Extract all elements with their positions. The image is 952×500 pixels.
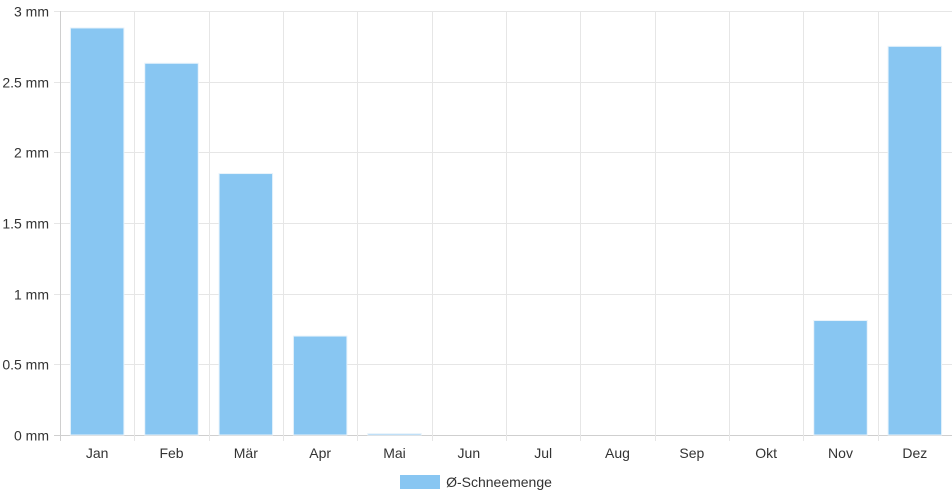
legend-label: Ø-Schneemenge xyxy=(446,474,552,490)
y-axis-tick-labels: 0 mm 0.5 mm 1 mm 1.5 mm 2 mm 2.5 mm 3 mm xyxy=(2,4,49,444)
x-tick-label: Nov xyxy=(828,445,853,461)
legend[interactable]: Ø-Schneemenge xyxy=(0,472,952,492)
x-tick-label: Aug xyxy=(605,445,630,461)
y-tick-label: 0.5 mm xyxy=(2,357,49,373)
y-tick-label: 1.5 mm xyxy=(2,216,49,232)
bars xyxy=(69,27,943,436)
bar-nov xyxy=(813,320,868,436)
bar-mär xyxy=(218,173,274,436)
y-tick-label: 1 mm xyxy=(14,287,49,303)
y-tick-label: 2 mm xyxy=(14,145,49,161)
y-tick-label: 2.5 mm xyxy=(2,75,49,91)
x-tick-label: Sep xyxy=(679,445,704,461)
x-tick-label: Mai xyxy=(383,445,406,461)
snow-chart: 0 mm 0.5 mm 1 mm 1.5 mm 2 mm 2.5 mm 3 mm Jan Fe… xyxy=(2,4,952,461)
legend-swatch xyxy=(400,475,441,489)
bar-apr xyxy=(292,335,348,436)
x-tick-label: Mär xyxy=(234,445,258,461)
x-axis-tick-labels: Jan Feb Mär Apr Mai Jun Jul Aug Sep Okt Nov Dez xyxy=(86,445,927,461)
y-tick-label: 3 mm xyxy=(14,4,49,20)
bar-jan xyxy=(69,27,125,436)
grid-lines xyxy=(54,11,952,441)
bar-mai xyxy=(367,433,422,436)
x-tick-label: Okt xyxy=(755,445,777,461)
x-tick-label: Jan xyxy=(86,445,109,461)
x-tick-label: Apr xyxy=(309,445,331,461)
y-tick-label: 0 mm xyxy=(14,428,49,444)
x-tick-label: Feb xyxy=(159,445,183,461)
bar-dez xyxy=(887,45,943,436)
x-tick-label: Jul xyxy=(534,445,552,461)
x-tick-label: Jun xyxy=(458,445,481,461)
bar-feb xyxy=(144,62,199,436)
x-tick-label: Dez xyxy=(902,445,927,461)
